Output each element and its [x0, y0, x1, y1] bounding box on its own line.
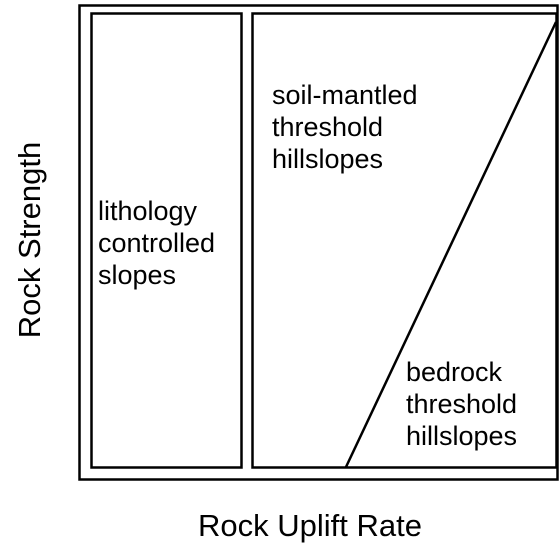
region-label: controlled	[98, 228, 215, 258]
region-label: hillslopes	[272, 144, 383, 174]
x-axis-label: Rock Uplift Rate	[198, 508, 422, 543]
region-label: lithology	[98, 196, 198, 226]
region-label: threshold	[272, 112, 383, 142]
region-label: threshold	[406, 389, 517, 419]
right-box	[251, 12, 558, 469]
region-label: bedrock	[406, 357, 503, 387]
diagonal-divider	[344, 21, 558, 468]
region-label: hillslopes	[406, 421, 517, 451]
region-label: soil-mantled	[272, 80, 418, 110]
region-label: slopes	[98, 260, 176, 290]
y-axis-label: Rock Strength	[12, 142, 47, 338]
region-labels: lithologycontrolledslopessoil-mantledthr…	[98, 80, 517, 451]
left-box	[90, 12, 243, 469]
